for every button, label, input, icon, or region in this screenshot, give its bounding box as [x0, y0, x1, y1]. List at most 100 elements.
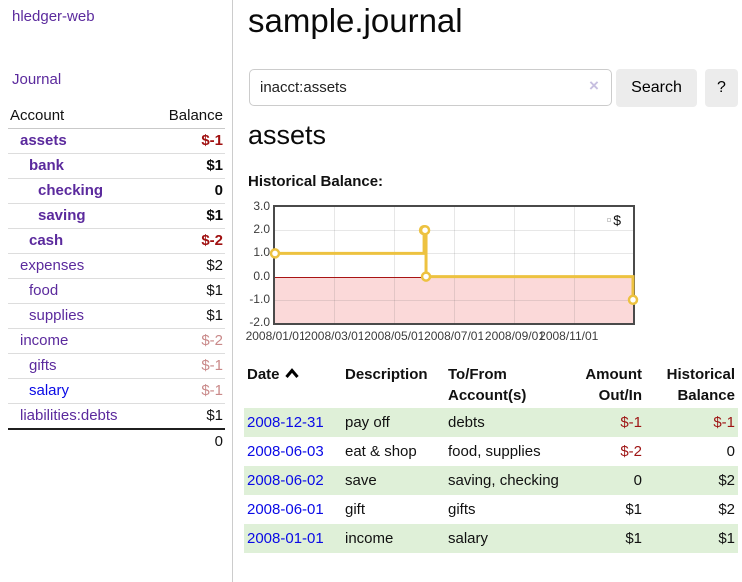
chart-section-label: Historical Balance: — [248, 173, 384, 190]
account-link-checking[interactable]: checking — [38, 182, 104, 199]
account-row: expenses $2 — [8, 253, 225, 279]
transaction-description: income — [345, 530, 394, 547]
transaction-accounts: salary — [448, 530, 489, 547]
account-link-saving[interactable]: saving — [38, 207, 86, 224]
y-tick-label: 0.0 — [253, 268, 270, 283]
account-balance: $1 — [148, 153, 225, 179]
transaction-amount: $1 — [625, 530, 642, 547]
data-point-marker — [269, 248, 281, 259]
register-row: 2008-12-31 pay off debts $-1 $-1 — [244, 408, 738, 437]
accounts-total-row: 0 — [8, 428, 225, 454]
account-balance: $-1 — [148, 353, 225, 379]
account-balance: $-2 — [148, 328, 225, 354]
data-point-marker — [627, 294, 639, 306]
account-balance: $-1 — [148, 128, 225, 154]
transaction-amount: $-2 — [620, 443, 642, 460]
register-col-amount: Amount Out/In — [585, 366, 642, 404]
transaction-date-link[interactable]: 2008-12-31 — [247, 414, 324, 431]
account-link-gifts[interactable]: gifts — [29, 357, 57, 374]
legend-label: $ — [613, 212, 621, 228]
account-link-income[interactable]: income — [20, 332, 69, 349]
account-link-assets[interactable]: assets — [20, 132, 67, 149]
account-balance: $1 — [148, 203, 225, 229]
x-tick-label: 2008/07/01 — [424, 329, 483, 343]
account-row: bank $1 — [8, 153, 225, 179]
account-row: cash $-2 — [8, 228, 225, 254]
account-link-expenses[interactable]: expenses — [20, 257, 85, 274]
account-row: income $-2 — [8, 328, 225, 354]
register-row: 2008-06-02 save saving, checking 0 $2 — [244, 466, 738, 495]
account-balance: $-1 — [148, 378, 225, 404]
transaction-description: eat & shop — [345, 443, 417, 460]
transaction-balance: $2 — [718, 472, 735, 489]
account-balance: $-2 — [148, 228, 225, 254]
account-heading: assets — [248, 120, 327, 150]
search-input[interactable] — [249, 69, 612, 106]
register-row: 2008-01-01 income salary $1 $1 — [244, 524, 738, 553]
account-balance: $1 — [148, 303, 225, 329]
transaction-balance: 0 — [726, 443, 735, 460]
chart-x-axis: 2008/01/01 2008/03/01 2008/05/01 2008/07/01… — [244, 329, 738, 345]
sort-ascending-icon — [284, 364, 299, 385]
account-row: food $1 — [8, 278, 225, 304]
help-button[interactable]: ? — [705, 69, 738, 107]
y-tick-label: 2.0 — [253, 222, 270, 237]
page-title: sample.journal — [248, 2, 463, 39]
register-col-description: Description — [345, 366, 428, 383]
transaction-date-link[interactable]: 2008-06-03 — [247, 443, 324, 460]
x-tick-label: 2008/11/01 — [539, 329, 599, 343]
x-tick-label: 2008/05/01 — [364, 329, 424, 343]
transaction-amount: $1 — [625, 501, 642, 518]
transaction-amount: 0 — [633, 472, 642, 489]
account-row: assets $-1 — [8, 128, 225, 154]
account-link-liabilities-debts[interactable]: liabilities:debts — [20, 407, 118, 424]
y-tick-label: -2.0 — [249, 315, 270, 329]
account-link-food[interactable]: food — [29, 282, 59, 299]
clear-search-icon[interactable]: × — [589, 76, 599, 95]
account-link-cash[interactable]: cash — [29, 232, 64, 249]
y-tick-label: -1.0 — [249, 291, 270, 306]
data-point-marker — [420, 271, 432, 282]
search-button[interactable]: Search — [616, 69, 697, 107]
transaction-balance: $-1 — [713, 414, 735, 431]
account-row: supplies $1 — [8, 303, 225, 329]
chart-plot-area: $ — [269, 205, 639, 325]
transaction-balance: $2 — [718, 501, 735, 518]
accounts-header-row: Account Balance — [8, 104, 225, 129]
chart-legend: $ — [607, 212, 621, 228]
x-tick-label: 2008/01/01 — [245, 329, 305, 343]
sidebar: hledger-web Journal Account Balance asse… — [0, 0, 233, 582]
account-link-salary[interactable]: salary — [29, 382, 70, 399]
register-header-row: Date Description To/From Account(s) Amou… — [244, 362, 738, 408]
account-balance: $2 — [148, 253, 225, 279]
account-row: saving $1 — [8, 203, 225, 229]
account-link-supplies[interactable]: supplies — [29, 307, 85, 324]
register-col-balance: Historical Balance — [666, 366, 735, 404]
register-col-date[interactable]: Date — [244, 362, 342, 408]
account-row: salary $-1 — [8, 378, 225, 404]
transaction-accounts: saving, checking — [448, 472, 559, 489]
y-tick-label: 3.0 — [253, 199, 270, 213]
transaction-accounts: debts — [448, 414, 485, 431]
transaction-description: pay off — [345, 414, 390, 431]
transaction-date-link[interactable]: 2008-06-01 — [247, 501, 324, 518]
y-tick-label: 1.0 — [253, 245, 270, 260]
transaction-date-link[interactable]: 2008-06-02 — [247, 472, 324, 489]
historical-balance-chart: 3.0 2.0 1.0 0.0 -1.0 -2.0 $ 2008/01/01 2008/03… — [244, 199, 738, 355]
sidebar-item-journal[interactable]: Journal — [12, 71, 62, 88]
account-row: gifts $-1 — [8, 353, 225, 379]
register-row: 2008-06-03 eat & shop food, supplies $-2… — [244, 437, 738, 466]
transaction-accounts: gifts — [448, 501, 476, 518]
transaction-accounts: food, supplies — [448, 443, 541, 460]
account-row: liabilities:debts $1 — [8, 403, 225, 430]
account-balance: $1 — [148, 278, 225, 304]
data-point-marker — [419, 224, 431, 236]
accounts-tree-table: Account Balance assets $-1 bank $1 check… — [8, 104, 225, 454]
account-link-bank[interactable]: bank — [29, 157, 65, 174]
register-row: 2008-06-01 gift gifts $1 $2 — [244, 495, 738, 524]
app-title-link[interactable]: hledger-web — [12, 8, 95, 25]
transaction-date-link[interactable]: 2008-01-01 — [247, 530, 324, 547]
transaction-balance: $1 — [718, 530, 735, 547]
accounts-col-balance: Balance — [148, 104, 225, 129]
chart-y-axis: 3.0 2.0 1.0 0.0 -1.0 -2.0 — [244, 199, 270, 335]
